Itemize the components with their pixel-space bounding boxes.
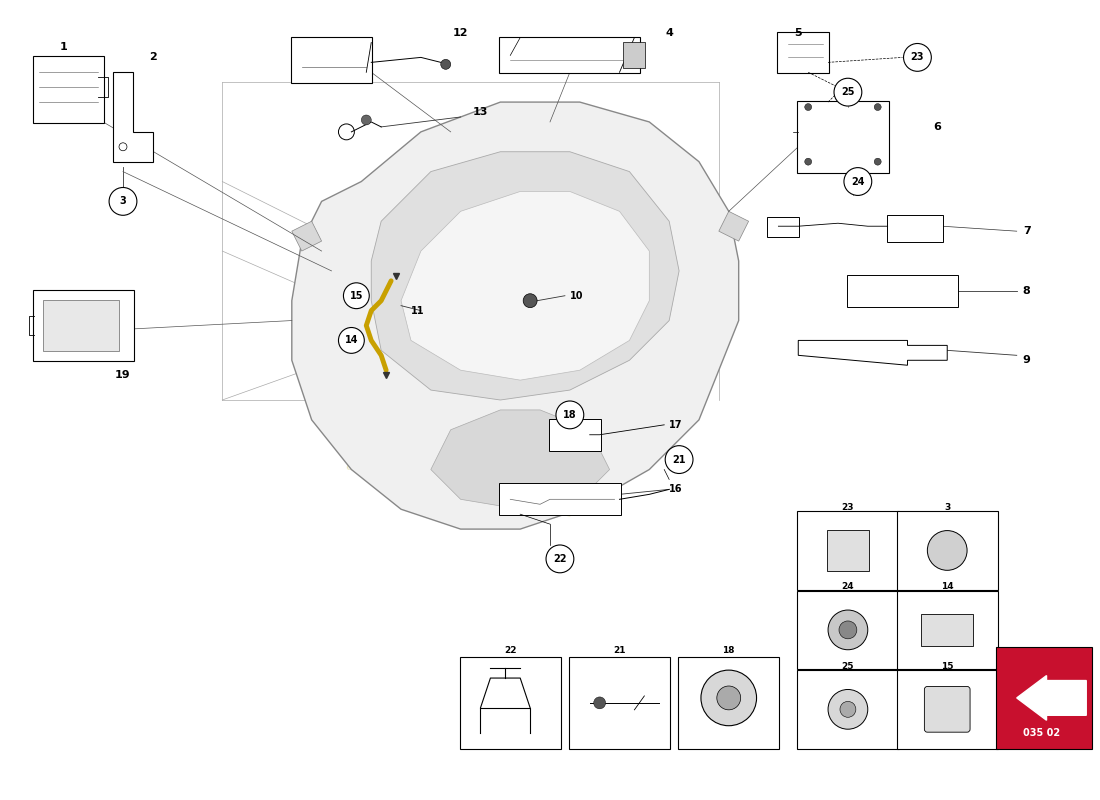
FancyBboxPatch shape [290,37,372,83]
Circle shape [828,610,868,650]
Text: 3: 3 [120,196,127,206]
FancyBboxPatch shape [624,42,646,68]
Circle shape [927,530,967,570]
FancyBboxPatch shape [778,31,829,74]
Polygon shape [431,410,609,510]
Polygon shape [292,102,739,529]
Circle shape [556,401,584,429]
Text: 21: 21 [672,454,685,465]
Text: 18: 18 [563,410,576,420]
FancyBboxPatch shape [847,275,958,306]
FancyBboxPatch shape [798,590,899,669]
Text: 17: 17 [669,420,683,430]
Text: 21: 21 [614,646,626,654]
Polygon shape [113,72,153,162]
Text: 11: 11 [411,306,425,316]
Circle shape [874,103,881,110]
Circle shape [361,115,372,125]
Text: 19: 19 [116,370,131,380]
Circle shape [546,545,574,573]
Polygon shape [402,191,649,380]
Polygon shape [372,152,679,400]
Circle shape [666,446,693,474]
Circle shape [839,621,857,639]
Text: 16: 16 [669,484,683,494]
Text: 6: 6 [934,122,942,132]
FancyBboxPatch shape [896,670,998,749]
FancyBboxPatch shape [768,218,800,237]
Text: 7: 7 [1023,226,1031,236]
Text: 15: 15 [940,662,954,670]
Circle shape [903,43,932,71]
Text: 23: 23 [911,52,924,62]
Text: 18: 18 [723,646,735,654]
FancyBboxPatch shape [896,511,998,590]
Text: 3: 3 [944,502,950,512]
Circle shape [834,78,861,106]
Polygon shape [292,222,321,251]
Circle shape [109,187,136,215]
Text: 24: 24 [851,177,865,186]
FancyBboxPatch shape [33,290,134,362]
FancyBboxPatch shape [549,419,601,450]
Polygon shape [718,211,749,241]
Text: 1: 1 [59,42,67,53]
Text: 14: 14 [344,335,359,346]
FancyBboxPatch shape [499,483,620,515]
Text: 25: 25 [842,662,855,670]
Text: 15: 15 [350,290,363,301]
FancyBboxPatch shape [678,658,780,749]
Circle shape [594,697,606,709]
Text: 4: 4 [666,27,673,38]
Circle shape [701,670,757,726]
Text: 8: 8 [1023,286,1031,296]
Circle shape [805,158,812,165]
FancyBboxPatch shape [33,57,104,123]
Text: a passion for parts since 1985: a passion for parts since 1985 [345,458,576,521]
Text: 9: 9 [1023,355,1031,366]
Text: 22: 22 [504,646,517,654]
FancyBboxPatch shape [922,614,974,646]
FancyBboxPatch shape [499,37,640,74]
FancyBboxPatch shape [798,101,889,173]
FancyBboxPatch shape [569,658,670,749]
Text: eurocars: eurocars [398,399,603,441]
Circle shape [844,168,871,195]
Circle shape [524,294,537,308]
Text: 10: 10 [570,290,583,301]
Circle shape [805,103,812,110]
Text: 2: 2 [148,52,156,62]
FancyBboxPatch shape [43,300,119,351]
Circle shape [828,690,868,729]
Circle shape [339,327,364,354]
Text: 24: 24 [842,582,855,591]
FancyBboxPatch shape [460,658,561,749]
FancyBboxPatch shape [887,215,944,242]
Circle shape [840,702,856,718]
FancyBboxPatch shape [996,647,1092,749]
FancyBboxPatch shape [924,686,970,732]
Text: 13: 13 [473,107,488,117]
Text: 5: 5 [794,27,802,38]
FancyArrow shape [1016,675,1087,720]
Circle shape [717,686,740,710]
FancyBboxPatch shape [798,511,899,590]
Text: 23: 23 [842,502,855,512]
FancyBboxPatch shape [827,530,869,571]
Circle shape [441,59,451,70]
Polygon shape [799,341,947,366]
Text: 25: 25 [842,87,855,97]
FancyBboxPatch shape [896,590,998,669]
Circle shape [343,283,370,309]
Text: 035 02: 035 02 [1023,728,1060,738]
Circle shape [874,158,881,165]
Text: 14: 14 [940,582,954,591]
Text: 12: 12 [453,27,469,38]
FancyBboxPatch shape [798,670,899,749]
Text: 22: 22 [553,554,566,564]
